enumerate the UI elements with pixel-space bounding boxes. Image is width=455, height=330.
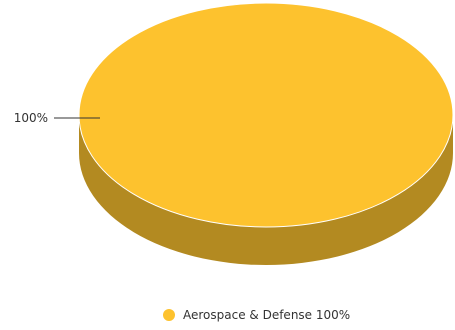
pie-slice-side [79,115,453,265]
legend: Aerospace & Defense 100% [163,308,350,322]
legend-item-label[interactable]: Aerospace & Defense 100% [183,308,350,322]
pie-slice-aerospace-defense[interactable] [78,2,454,228]
data-label: 100% [14,111,48,125]
legend-marker-icon[interactable] [163,309,175,321]
